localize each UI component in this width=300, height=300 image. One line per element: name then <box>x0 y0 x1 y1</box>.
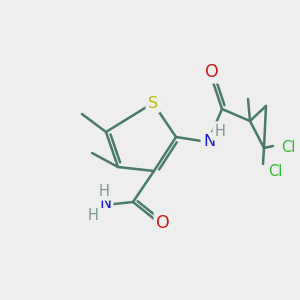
Text: Cl: Cl <box>268 164 282 179</box>
Text: O: O <box>205 63 219 81</box>
Text: N: N <box>99 196 111 211</box>
Text: H: H <box>99 184 110 199</box>
Text: O: O <box>156 214 170 232</box>
Text: S: S <box>148 95 158 110</box>
Text: Cl: Cl <box>281 140 296 155</box>
Text: N: N <box>203 134 215 149</box>
Text: H: H <box>214 124 225 139</box>
Text: H: H <box>88 208 98 223</box>
